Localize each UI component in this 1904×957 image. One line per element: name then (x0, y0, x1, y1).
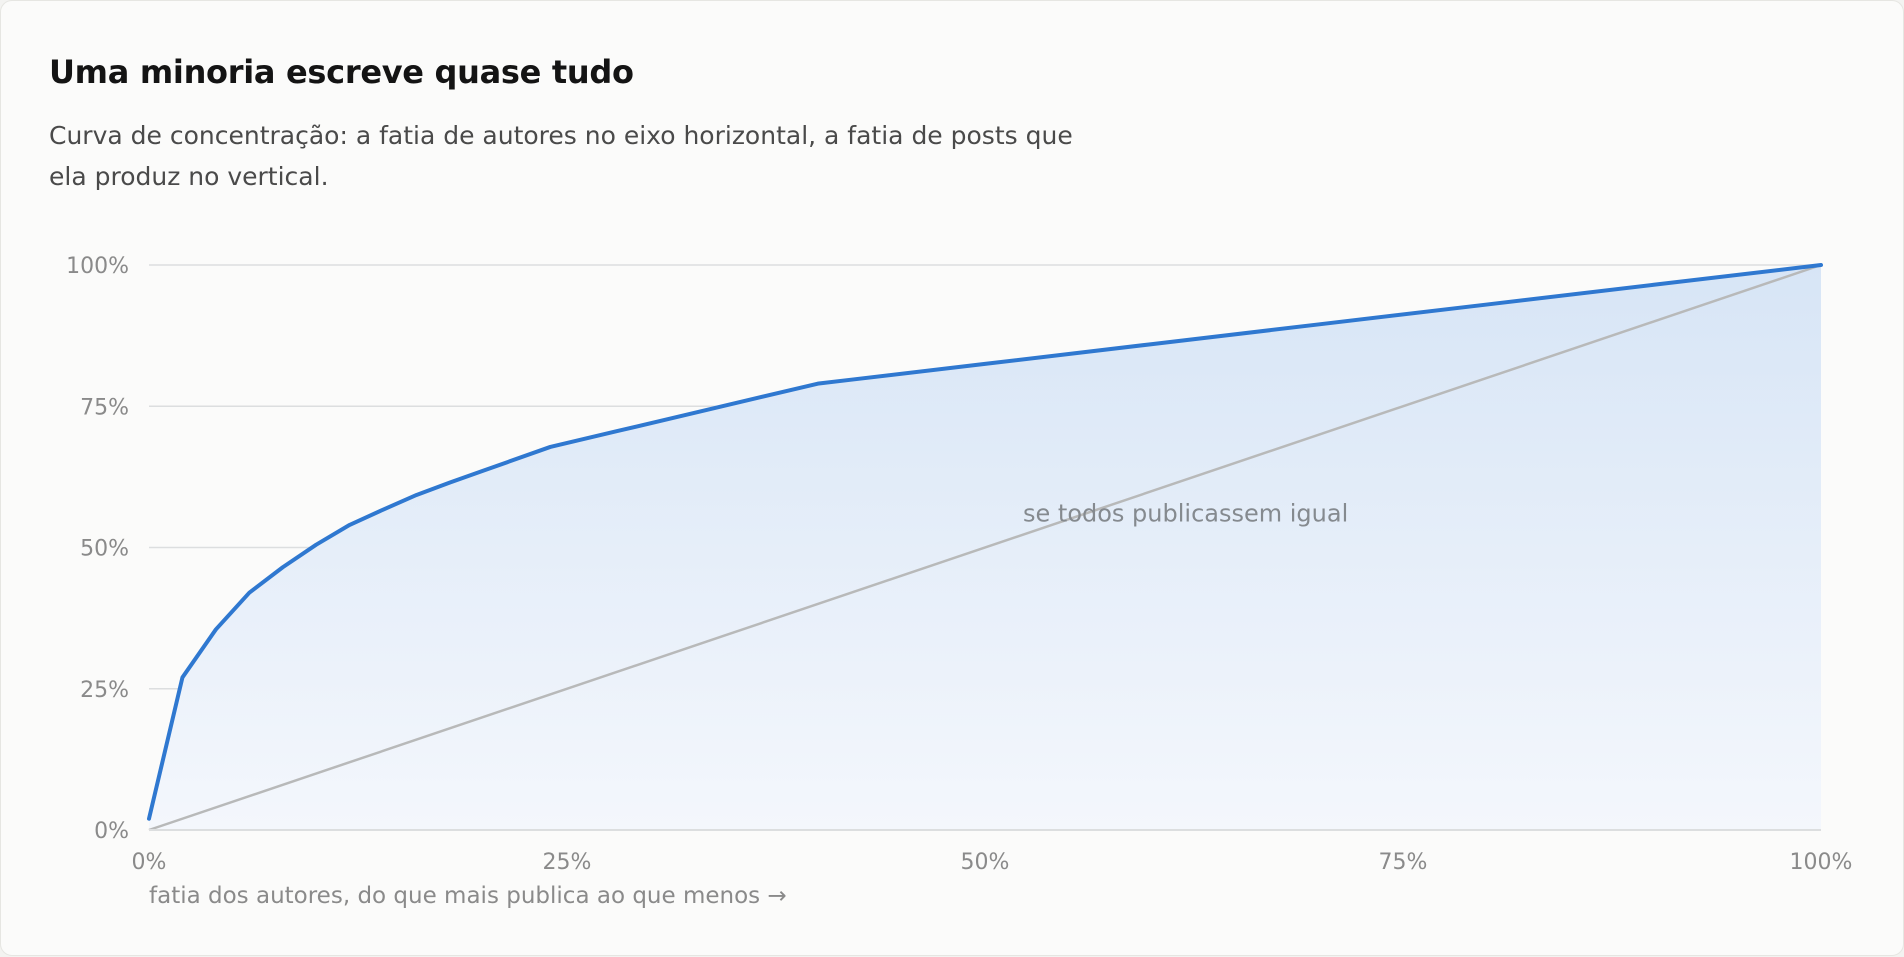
x-axis-label: fatia dos autores, do que mais publica a… (149, 883, 787, 909)
y-tick-label: 0% (94, 819, 129, 844)
concentration-curve (147, 263, 1823, 821)
x-tick-label: 75% (1379, 850, 1428, 875)
x-axis-ticks: 0% 25% 50% 75% 100% (132, 850, 1853, 875)
y-tick-label: 75% (80, 395, 129, 420)
chart-title: Uma minoria escreve quase tudo (49, 53, 634, 91)
chart-subtitle: Curva de concentração: a fatia de autore… (49, 121, 1073, 191)
equality-line (148, 263, 1822, 832)
y-tick-label: 50% (80, 537, 129, 562)
y-tick-label: 100% (66, 254, 129, 279)
x-tick-label: 50% (961, 850, 1010, 875)
y-tick-label: 25% (80, 678, 129, 703)
x-tick-label: 100% (1790, 850, 1853, 875)
x-tick-label: 25% (543, 850, 592, 875)
x-tick-label: 0% (132, 850, 167, 875)
series-lines-layer (147, 263, 1823, 832)
y-axis-ticks: 0% 25% 50% 75% 100% (66, 254, 129, 844)
equality-annotation: se todos publicassem igual (1023, 500, 1348, 528)
